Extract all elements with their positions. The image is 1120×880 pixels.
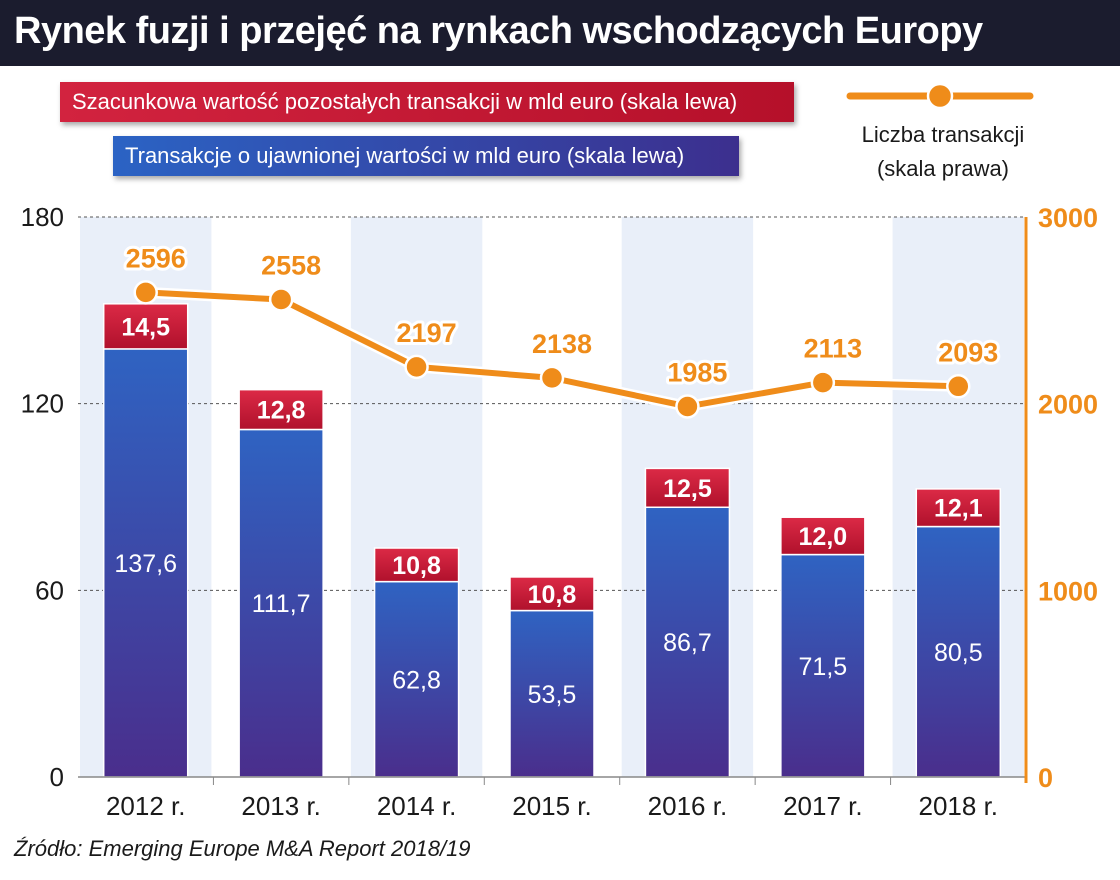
data-label-disclosed: 62,8 <box>392 666 441 694</box>
x-tick-label: 2016 r. <box>648 791 728 821</box>
legend-line-marker <box>926 82 954 110</box>
x-tick-label: 2012 r. <box>106 791 186 821</box>
bar-other-2018 r. <box>915 488 1002 528</box>
y-right-tick-label: 2000 <box>1038 390 1098 420</box>
title-bar: Rynek fuzji i przejęć na rynkach wschodz… <box>0 0 1120 66</box>
legend-line-label: Liczba transakcji (skala prawa) <box>838 118 1048 186</box>
bar-disclosed-2014 r. <box>373 580 460 778</box>
data-label-disclosed: 86,7 <box>663 629 712 657</box>
legend-line-label-1: Liczba transakcji <box>861 122 1025 147</box>
x-tick-label: 2013 r. <box>241 791 321 821</box>
line-point-label: 2197 <box>397 318 457 348</box>
source-note: Źródło: Emerging Europe M&A Report 2018/… <box>14 836 471 861</box>
y-left-tick-label: 120 <box>21 389 64 419</box>
data-label-other: 10,8 <box>392 552 441 580</box>
line-point-label: 1985 <box>667 357 727 387</box>
data-label-other: 12,8 <box>257 397 306 425</box>
data-label-other: 10,8 <box>528 581 577 609</box>
y-right-tick-label: 1000 <box>1038 576 1098 606</box>
bar-other-2013 r. <box>238 388 324 431</box>
y-left-tick-label: 60 <box>35 575 64 605</box>
line-point <box>810 370 836 395</box>
bar-other-2014 r. <box>373 547 460 583</box>
data-label-disclosed: 80,5 <box>934 639 983 667</box>
data-label-other: 12,0 <box>799 523 848 551</box>
y-left-tick-label: 0 <box>50 762 64 792</box>
data-label-disclosed: 111,7 <box>252 590 311 618</box>
bar-other-2017 r. <box>780 516 866 556</box>
line-point <box>946 374 971 399</box>
data-label-other: 12,1 <box>934 495 983 523</box>
line-point-label: 2113 <box>804 334 863 364</box>
legend-red-other-transactions: Szacunkowa wartość pozostałych transakcj… <box>60 82 794 122</box>
line-point-label: 2093 <box>938 337 998 367</box>
x-tick-label: 2015 r. <box>512 791 592 821</box>
line-point <box>268 287 294 312</box>
data-label-disclosed: 53,5 <box>528 681 577 709</box>
line-point <box>539 365 565 391</box>
bar-disclosed-2012 r. <box>102 348 189 778</box>
y-right-tick-label: 3000 <box>1038 203 1098 233</box>
x-tick-label: 2014 r. <box>377 791 457 821</box>
data-label-disclosed: 137,6 <box>114 550 177 578</box>
data-label-disclosed: 71,5 <box>799 653 848 681</box>
line-point-label: 2558 <box>261 251 321 281</box>
line-point-label: 2138 <box>532 329 592 359</box>
y-right-tick-label: 0 <box>1038 763 1053 793</box>
x-tick-label: 2018 r. <box>919 791 999 821</box>
x-tick-label: 2017 r. <box>783 791 863 821</box>
legend-blue-disclosed-transactions: Transakcje o ujawnionej wartości w mld e… <box>113 136 739 176</box>
data-label-other: 14,5 <box>121 313 170 341</box>
line-point-label: 2596 <box>126 243 186 273</box>
bar-other-2012 r. <box>102 303 189 350</box>
bar-other-2015 r. <box>509 576 595 612</box>
line-point <box>133 280 158 305</box>
bar-other-2016 r. <box>644 467 731 509</box>
data-label-other: 12,5 <box>663 475 712 503</box>
bar-disclosed-2016 r. <box>644 506 731 778</box>
line-point <box>675 394 700 419</box>
bar-disclosed-2018 r. <box>915 525 1002 778</box>
y-left-tick-label: 180 <box>21 202 64 232</box>
bar-disclosed-2017 r. <box>780 553 866 778</box>
chart-title: Rynek fuzji i przejęć na rynkach wschodz… <box>14 10 983 52</box>
line-point <box>404 354 429 380</box>
legend-line-label-2: (skala prawa) <box>876 156 1010 181</box>
